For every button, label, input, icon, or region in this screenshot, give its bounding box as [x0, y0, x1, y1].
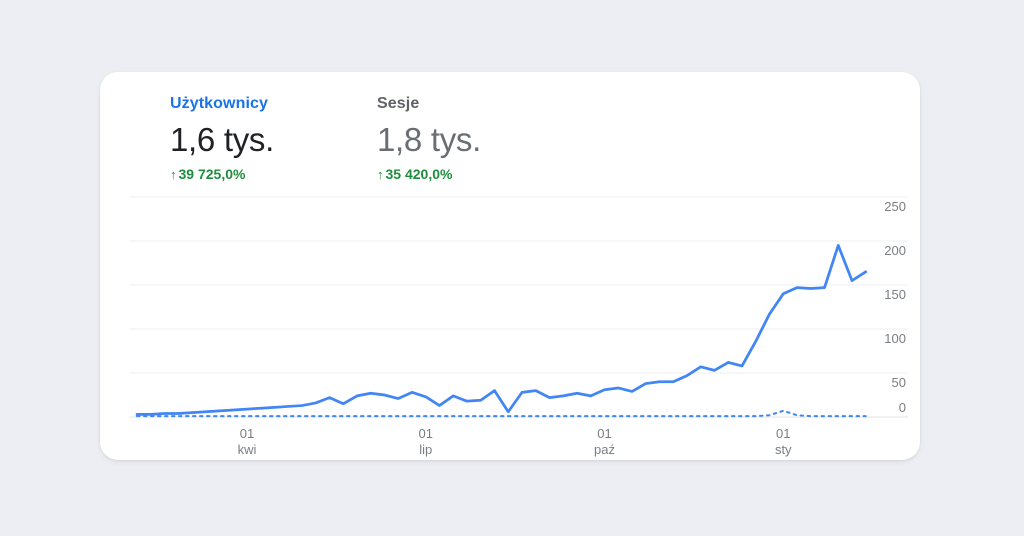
x-axis-tick-day: 01 [597, 426, 611, 441]
y-axis-tick-label: 50 [892, 375, 906, 390]
metric-users-change-text: 39 725,0% [178, 166, 246, 182]
metric-users-label[interactable]: Użytkownicy [170, 95, 269, 112]
up-arrow-icon: ↑ [377, 167, 384, 182]
up-arrow-icon: ↑ [170, 167, 177, 182]
x-axis-tick-day: 01 [419, 426, 433, 441]
metric-sessions-change: ↑ 35 420,0% [377, 165, 481, 184]
metric-users-change: ↑ 39 725,0% [170, 165, 274, 184]
x-axis-tick-month: kwi [238, 442, 257, 457]
x-axis-tick-month: paź [594, 442, 615, 457]
metric-sessions-label[interactable]: Sesje [377, 95, 420, 112]
users-solid-line [135, 244, 868, 416]
y-axis-tick-label: 0 [899, 400, 906, 415]
metric-users[interactable]: Użytkownicy 1,6 tys. ↑ 39 725,0% [170, 94, 274, 184]
y-axis-tick-label: 100 [884, 331, 906, 346]
metric-users-value: 1,6 tys. [170, 121, 274, 158]
analytics-overview-card: Użytkownicy 1,6 tys. ↑ 39 725,0% Sesje 1,… [100, 72, 920, 460]
y-axis-tick-label: 150 [884, 287, 906, 302]
y-axis-tick-label: 250 [884, 199, 906, 214]
x-axis-tick-month: sty [775, 442, 792, 457]
x-axis-tick-day: 01 [776, 426, 790, 441]
x-axis-tick-month: lip [419, 442, 432, 457]
metric-sessions-change-text: 35 420,0% [385, 166, 453, 182]
y-axis-tick-label: 200 [884, 243, 906, 258]
comparison-dashed-line [136, 409, 867, 418]
x-axis-tick-day: 01 [240, 426, 254, 441]
metric-sessions[interactable]: Sesje 1,8 tys. ↑ 35 420,0% [377, 94, 481, 184]
metric-sessions-value: 1,8 tys. [377, 121, 481, 158]
